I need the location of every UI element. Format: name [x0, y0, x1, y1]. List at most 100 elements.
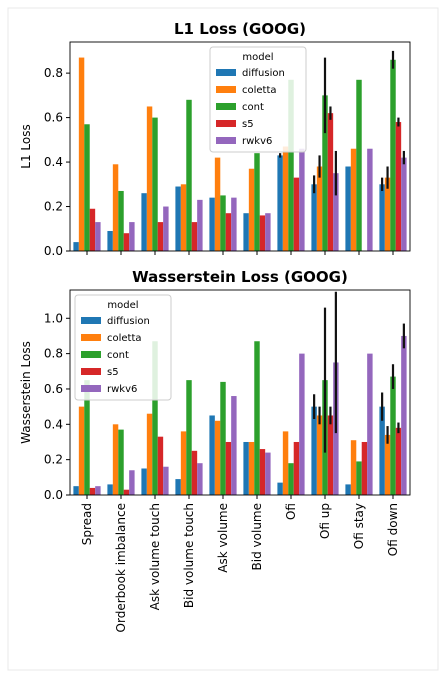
bar: [311, 406, 317, 495]
y-axis-label: L1 Loss: [19, 124, 33, 168]
bar: [220, 381, 226, 495]
bar: [345, 166, 351, 251]
bar: [95, 486, 101, 495]
legend-swatch: [81, 317, 101, 324]
bar: [129, 470, 135, 495]
legend-label: rwkv6: [242, 136, 272, 147]
bar: [123, 489, 130, 495]
bar: [316, 166, 323, 251]
y-tick-label: 0.6: [44, 382, 63, 396]
bar: [311, 184, 317, 251]
bar: [197, 199, 203, 251]
bar: [277, 155, 283, 251]
bar: [265, 452, 271, 495]
bar: [141, 468, 147, 495]
x-tick-label: Bid volume: [250, 503, 264, 570]
x-tick-label: Ofi up: [318, 503, 332, 539]
bar: [350, 148, 357, 251]
axes-frame: [69, 41, 411, 252]
bar: [293, 177, 300, 251]
bar: [288, 79, 294, 251]
bar: [293, 441, 300, 495]
bar: [327, 113, 334, 252]
bar: [129, 222, 135, 251]
bar: [288, 463, 294, 495]
bar: [322, 95, 328, 252]
bar: [350, 440, 357, 495]
bar: [84, 124, 90, 251]
bar: [146, 106, 153, 251]
bar: [146, 413, 153, 495]
bar: [152, 341, 158, 495]
y-tick-label: 0.2: [44, 200, 63, 214]
legend: model diffusion coletta cont s5 rwkv6: [74, 294, 172, 401]
bar: [95, 222, 101, 251]
bar: [299, 353, 305, 495]
bar: [282, 431, 289, 495]
legend-swatch: [81, 351, 101, 358]
bar: [78, 57, 85, 252]
bar: [118, 429, 124, 495]
bar: [89, 487, 96, 495]
bar: [214, 420, 221, 495]
bar: [265, 213, 271, 251]
bar: [180, 184, 187, 251]
legend-swatch: [81, 385, 101, 392]
legend-title: model: [242, 52, 273, 63]
bar: [367, 353, 373, 495]
bar: [277, 482, 283, 495]
bar: [384, 434, 391, 495]
legend-label: coletta: [242, 85, 277, 96]
bar: [123, 233, 130, 251]
bar: [395, 427, 402, 495]
bar: [73, 486, 79, 495]
bar: [197, 463, 203, 495]
bar: [78, 406, 85, 495]
legend-swatch: [81, 368, 101, 375]
y-tick-label: 0.6: [44, 111, 63, 125]
bar: [191, 222, 198, 251]
bar: [209, 197, 215, 251]
bar: [379, 406, 385, 495]
legend-label: coletta: [107, 333, 142, 344]
x-tick-label: Bid volume touch: [182, 503, 196, 608]
legend-label: diffusion: [107, 316, 150, 327]
legend-title: model: [107, 300, 138, 311]
bar: [180, 431, 187, 495]
bar: [248, 168, 255, 251]
bar: [259, 449, 266, 495]
bar: [73, 242, 79, 251]
chart-title: Wasserstein Loss (GOOG): [132, 268, 348, 286]
y-tick-label: 0.8: [44, 347, 63, 361]
legend-swatch: [216, 120, 236, 127]
bar: [333, 173, 339, 251]
bar: [356, 79, 362, 251]
bar: [225, 441, 232, 495]
legend-swatch: [216, 69, 236, 76]
x-tick-label: Spread: [80, 503, 94, 545]
bar: [209, 415, 215, 495]
x-tick-label: Ofi down: [386, 503, 400, 556]
bar: [243, 213, 249, 251]
bar: [231, 396, 237, 495]
axes-frame: [69, 289, 411, 496]
bar: [175, 479, 181, 495]
chart-title: L1 Loss (GOOG): [174, 20, 306, 38]
bar: [384, 177, 391, 251]
bar: [225, 213, 232, 251]
bar: [112, 164, 119, 251]
bar: [379, 184, 385, 251]
bar: [356, 461, 362, 495]
bar: [282, 146, 289, 251]
bar: [107, 484, 113, 495]
bar: [254, 153, 260, 251]
legend-label: cont: [242, 102, 264, 113]
x-tick-label: Ask volume touch: [148, 503, 162, 610]
bar: [327, 415, 334, 495]
bar: [395, 122, 402, 251]
bar: [345, 484, 351, 495]
x-tick-label: Ofi: [284, 503, 298, 520]
bar: [220, 195, 226, 251]
